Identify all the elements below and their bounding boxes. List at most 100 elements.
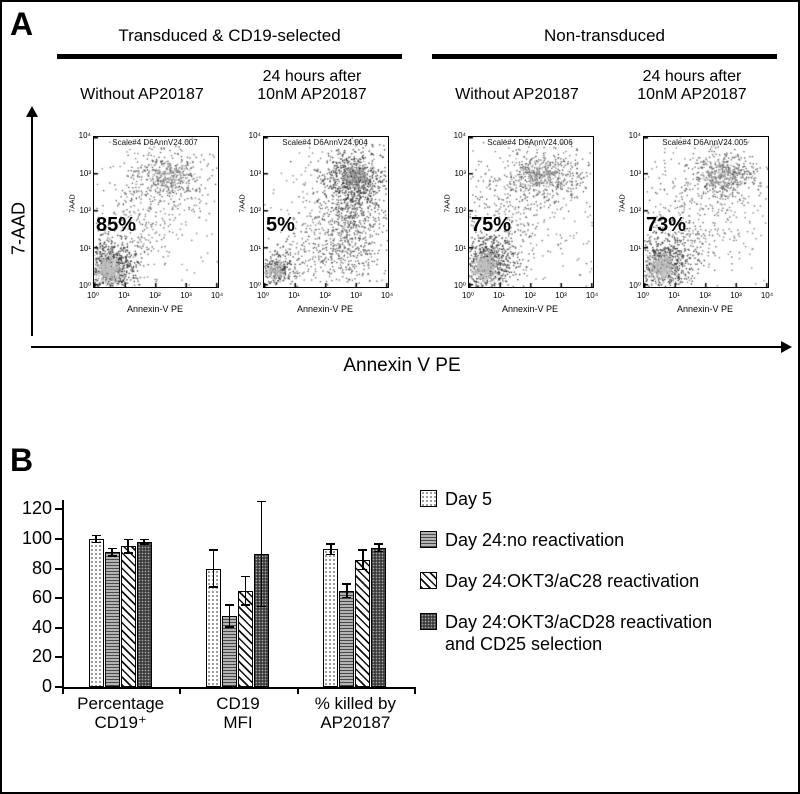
- error-bar: [260, 502, 263, 606]
- legend-item: Day 5: [420, 488, 798, 510]
- condition-line: 24 hours after: [642, 68, 742, 85]
- x-axis-tick: [296, 687, 299, 694]
- error-bar: [95, 536, 97, 542]
- flow-xtick-label: 10³: [180, 291, 192, 300]
- error-bar-cap: [326, 543, 336, 545]
- x-axis-line: [62, 687, 414, 689]
- flow-ytick-label: 10²: [454, 206, 466, 215]
- legend: Day 5 Day 24:no reactivation Day 24:OKT3/a…: [420, 488, 798, 674]
- x-axis-arrow-line: [31, 346, 783, 348]
- y-axis-arrowhead-icon: [26, 106, 38, 117]
- flow-x-axis-label: Annexin-V PE: [676, 304, 734, 314]
- x-category-label: CD19 MFI: [163, 694, 313, 732]
- legend-label: Day 24:no reactivation: [445, 530, 625, 550]
- x-category-label-line: CD19⁺: [94, 713, 147, 732]
- flow-scatter-canvas-4: [643, 136, 769, 288]
- error-bar-cap: [342, 596, 352, 599]
- flow-ytick-label: 10⁰: [453, 281, 466, 290]
- flow-xtick-label: 10²: [524, 291, 536, 300]
- flow-ytick-label: 10²: [629, 206, 641, 215]
- flow-percent-label: 73%: [646, 214, 687, 236]
- x-category-label-line: % killed by: [314, 694, 396, 713]
- bar: [136, 541, 152, 687]
- condition-header-2: 24 hours after 10nM AP20187: [227, 64, 397, 104]
- x-axis-tick: [179, 687, 182, 694]
- flow-xtick-label: 10⁰: [636, 291, 650, 300]
- error-bar-cap: [241, 604, 250, 606]
- x-category-label: % killed by AP20187: [280, 694, 430, 732]
- flow-ytick-label: 10¹: [249, 243, 261, 253]
- flow-ytick-label: 10¹: [79, 243, 91, 253]
- group-title-nontransduced: Non-transduced: [544, 26, 665, 45]
- flow-xtick-label: 10¹: [493, 291, 505, 300]
- flow-plot-1: Scale#4 D6AnnV24.007 85% 7AAD Annexin-V …: [57, 120, 227, 325]
- flow-xtick-label: 10³: [555, 291, 567, 300]
- flow-xtick-label: 10¹: [288, 291, 300, 300]
- condition-line: Without AP20187: [455, 86, 579, 103]
- bar: [120, 546, 136, 687]
- legend-swatch: [420, 572, 437, 589]
- bar: [88, 539, 104, 687]
- error-bar: [127, 540, 129, 553]
- flow-xtick-label: 10²: [319, 291, 331, 300]
- panel-a-label: A: [10, 6, 34, 42]
- error-bar-cap: [91, 541, 101, 544]
- flow-ytick-label: 10⁴: [78, 131, 91, 140]
- condition-header-4: 24 hours after 10nM AP20187: [607, 64, 777, 104]
- y-axis-tick: [55, 686, 62, 688]
- flow-x-axis-label: Annexin-V PE: [296, 304, 354, 314]
- error-bar: [212, 550, 215, 587]
- y-axis-tick-label: 40: [31, 616, 52, 637]
- error-bar-cap: [139, 538, 149, 541]
- flow-x-axis-label: Annexin-V PE: [126, 304, 184, 314]
- y-axis-tick-label: 120: [21, 498, 52, 519]
- error-bar: [378, 544, 380, 551]
- flow-ytick-label: 10¹: [629, 243, 641, 253]
- error-bar-cap: [209, 549, 218, 551]
- x-category-label-line: MFI: [223, 713, 253, 732]
- error-bar-cap: [139, 543, 149, 545]
- bar: [238, 590, 253, 687]
- flow-xtick-label: 10⁰: [86, 291, 100, 300]
- group-underline-transduced: [57, 54, 402, 59]
- legend-item: Day 24:OKT3/aCD28 reactivation and CD25 …: [420, 611, 798, 655]
- condition-header-3: Without AP20187: [432, 64, 602, 104]
- error-bar-cap: [358, 568, 368, 571]
- flow-xtick-label: 10⁴: [585, 291, 599, 300]
- x-category-label-line: Percentage: [77, 694, 165, 713]
- condition-line: Without AP20187: [80, 86, 204, 103]
- error-bar-cap: [225, 626, 234, 628]
- error-bar-cap: [123, 538, 133, 541]
- flow-xtick-label: 10⁰: [461, 291, 475, 300]
- flow-scale-label: Scale#4 D6AnnV24.005: [662, 138, 748, 147]
- flow-xtick-label: 10⁴: [380, 291, 394, 300]
- flow-scatter-canvas-2: [263, 136, 389, 288]
- flow-ytick-label: 10³: [79, 168, 91, 178]
- error-bar-cap: [374, 543, 384, 545]
- flow-ytick-label: 10⁴: [628, 131, 641, 140]
- flow-xtick-label: 10¹: [118, 291, 130, 300]
- flow-plot-2: Scale#4 D6AnnV24.004 5% 7AAD Annexin-V P…: [227, 120, 397, 325]
- x-axis-tick: [62, 687, 64, 694]
- y-axis-tick: [55, 656, 62, 659]
- bar: [206, 568, 221, 687]
- y-axis-tick: [55, 508, 62, 511]
- x-axis-arrowhead-icon: [781, 341, 792, 353]
- bar: [254, 553, 269, 687]
- flow-xtick-label: 10⁴: [760, 291, 774, 300]
- condition-line: 24 hours after: [262, 68, 362, 85]
- flow-ytick-label: 10³: [454, 168, 466, 178]
- error-bar-cap: [91, 534, 101, 537]
- flow-xtick-label: 10⁰: [256, 291, 270, 300]
- x-category-label-line: CD19: [216, 694, 260, 713]
- panel-b-label: B: [10, 442, 34, 478]
- error-bar: [228, 605, 231, 627]
- x-axis-label: Annexin V PE: [343, 355, 461, 376]
- flow-xtick-label: 10¹: [668, 291, 680, 300]
- bar: [323, 549, 339, 687]
- y-axis-line: [62, 500, 64, 689]
- error-bar: [362, 550, 364, 569]
- legend-swatch: [420, 531, 437, 548]
